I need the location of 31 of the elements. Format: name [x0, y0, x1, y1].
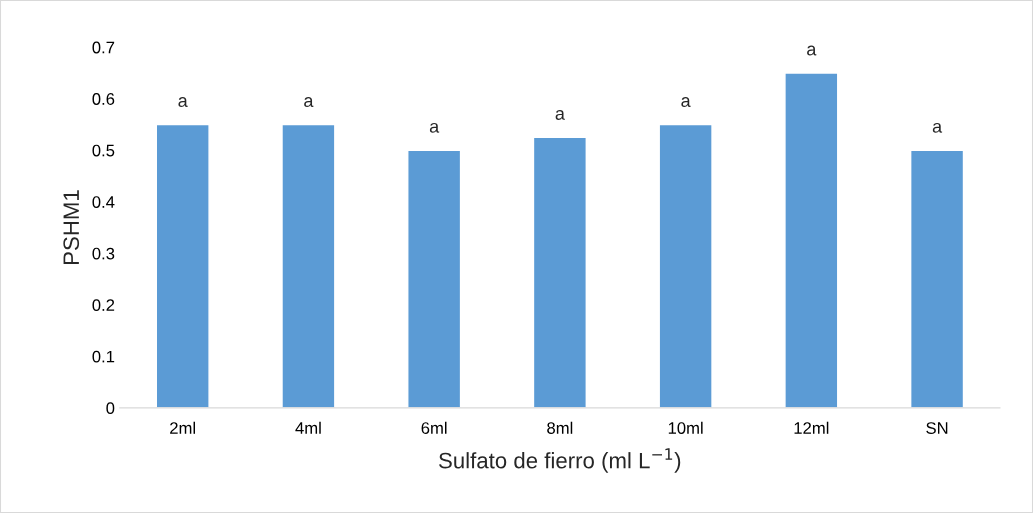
- bar: [281, 123, 336, 408]
- y-tick-label: 0.5: [92, 144, 115, 157]
- bar: [909, 149, 965, 408]
- y-tick-label: 0.2: [92, 299, 115, 311]
- annotation: a: [429, 122, 440, 133]
- annotation: a: [681, 97, 691, 108]
- x-tick-label: 2ml: [170, 421, 196, 434]
- x-tick-label: 6ml: [421, 421, 447, 434]
- bar: [407, 149, 462, 408]
- y-tick-label: 0.1: [92, 350, 115, 363]
- x-tick-label: 12ml: [794, 421, 829, 434]
- x-tick-label: SN: [926, 422, 948, 434]
- bar: [532, 136, 587, 408]
- x-tick-label: 10ml: [668, 421, 703, 434]
- annotation: a: [807, 45, 817, 56]
- bar: [784, 72, 839, 408]
- annotation: a: [932, 122, 943, 133]
- y-tick-label: 0: [106, 402, 115, 415]
- bar: [155, 123, 210, 408]
- annotation: a: [304, 97, 314, 108]
- bar: [658, 123, 713, 408]
- y-tick-label: 0.7: [92, 41, 115, 54]
- x-axis-title: Sulfato de fierro (ml L$^{−1}$): [439, 448, 681, 473]
- y-tick-label: 0.6: [92, 93, 115, 105]
- x-tick-label: 8ml: [547, 421, 573, 434]
- y-tick-label: 0.3: [92, 247, 115, 260]
- annotation: a: [178, 97, 188, 108]
- x-tick-label: 4ml: [295, 421, 321, 434]
- y-tick-label: 0.4: [92, 196, 115, 208]
- annotation: a: [555, 110, 565, 120]
- y-axis-title: PSHM1: [63, 190, 80, 264]
